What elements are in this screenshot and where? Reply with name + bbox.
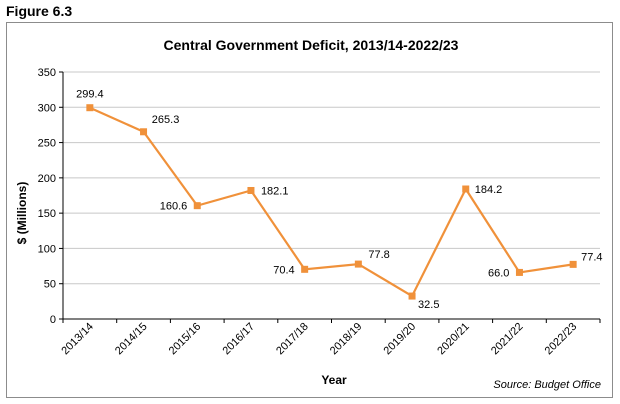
data-point-marker bbox=[301, 265, 309, 273]
data-point-marker bbox=[408, 292, 416, 300]
data-label: 265.3 bbox=[152, 114, 180, 126]
data-label: 182.1 bbox=[261, 185, 289, 197]
x-tick-label: 2019/20 bbox=[382, 321, 419, 358]
data-point-marker bbox=[515, 268, 523, 276]
gridlines bbox=[59, 71, 600, 320]
data-point-marker bbox=[462, 185, 470, 193]
data-point-marker bbox=[140, 128, 148, 136]
x-tick-label: 2017/18 bbox=[274, 321, 311, 358]
source-note: Source: Budget Office bbox=[493, 379, 601, 391]
x-tick-label: 2013/14 bbox=[59, 321, 96, 358]
data-label: 32.5 bbox=[418, 299, 439, 311]
x-tick-label: 2020/21 bbox=[435, 321, 472, 358]
x-axis-ticks: 2013/14 2014/15 2015/16 2016/17 2017/18 2018/… bbox=[59, 319, 601, 358]
y-tick-label: 0 bbox=[50, 314, 56, 326]
y-tick-label: 100 bbox=[38, 243, 56, 255]
data-label: 299.4 bbox=[76, 89, 104, 101]
y-axis-title: $ (Millions) bbox=[15, 182, 29, 245]
x-tick-label: 2015/16 bbox=[167, 321, 204, 358]
y-tick-label: 50 bbox=[44, 279, 56, 291]
y-tick-label: 150 bbox=[38, 208, 56, 220]
data-label: 77.4 bbox=[581, 251, 602, 263]
chart-frame bbox=[6, 22, 613, 398]
series-line bbox=[89, 106, 574, 298]
figure-label: Figure 6.3 bbox=[6, 3, 73, 19]
x-tick-label: 2018/19 bbox=[328, 321, 365, 358]
chart-title: Central Government Deficit, 2013/14-2022… bbox=[164, 37, 459, 53]
data-point-marker bbox=[193, 202, 201, 210]
data-point-marker bbox=[86, 104, 94, 112]
data-labels: 299.4 265.3 160.6 182.1 70.4 77.8 32.5 184.2 66.… bbox=[76, 89, 602, 311]
data-point-marker bbox=[247, 186, 255, 194]
data-label: 77.8 bbox=[368, 249, 389, 261]
data-label: 160.6 bbox=[160, 201, 188, 213]
data-point-marker bbox=[354, 260, 362, 268]
y-tick-label: 200 bbox=[38, 173, 56, 185]
x-tick-label: 2022/23 bbox=[543, 321, 580, 358]
x-axis-title: Year bbox=[321, 373, 347, 387]
x-tick-label: 2021/22 bbox=[489, 321, 526, 358]
y-axis-ticks: 0 50 100 150 200 250 300 350 bbox=[38, 67, 56, 326]
y-tick-label: 250 bbox=[38, 138, 56, 150]
series-markers bbox=[86, 104, 577, 300]
data-point-marker bbox=[569, 260, 577, 268]
data-label: 66.0 bbox=[488, 267, 509, 279]
x-tick-label: 2016/17 bbox=[220, 321, 257, 358]
y-tick-label: 300 bbox=[38, 102, 56, 114]
data-label: 184.2 bbox=[475, 184, 503, 196]
x-tick-label: 2014/15 bbox=[113, 321, 150, 358]
y-tick-label: 350 bbox=[38, 67, 56, 79]
data-label: 70.4 bbox=[273, 264, 294, 276]
